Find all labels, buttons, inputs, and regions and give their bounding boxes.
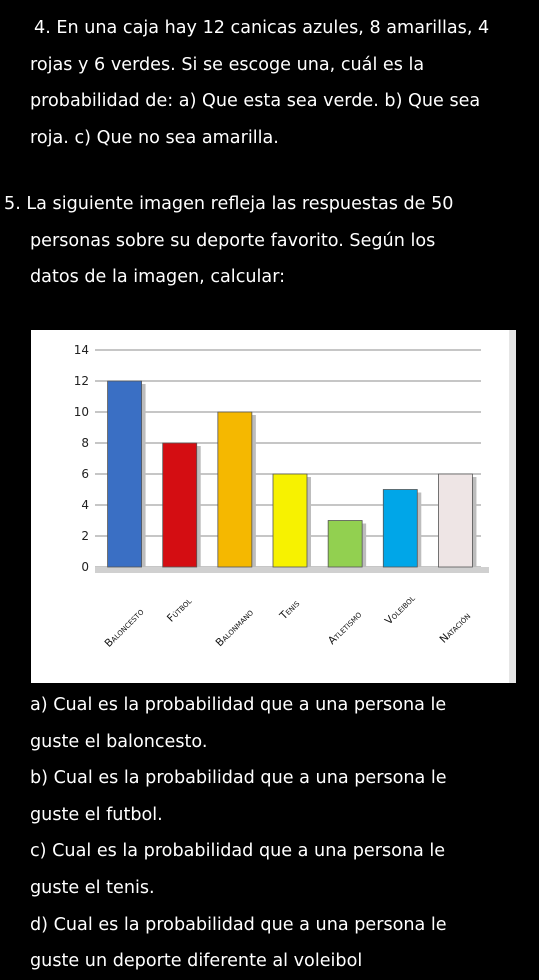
x-tick-label: Balonmano [214, 606, 257, 649]
problem-4-line: rojas y 6 verdes. Si se escoge una, cuál… [30, 54, 425, 75]
question-c-line: guste el tenis. [30, 877, 155, 898]
question-b-line: b) Cual es la probabilidad que a una per… [30, 768, 447, 789]
bar-chart-svg: 0 2 4 6 8 10 12 14 Baloncesto Fútbol Balonmano Ten… [74, 330, 516, 683]
question-a-line: a) Cual es la probabilidad que a una per… [30, 695, 447, 715]
y-tick-label: 0 [81, 560, 89, 574]
y-tick-label: 6 [81, 467, 89, 481]
y-tick-label: 10 [74, 405, 89, 419]
chart-frame-edge [509, 330, 516, 683]
y-tick-label: 12 [74, 374, 89, 388]
problem-4-line: probabilidad de: a) Que esta sea verde. … [30, 91, 481, 112]
bar-baloncesto [107, 380, 142, 568]
questions-text: a) Cual es la probabilidad que a una per… [0, 687, 539, 980]
bar-fútbol [162, 442, 198, 568]
problem-4-line: roja. c) Que no sea amarilla. [30, 127, 279, 148]
problem-4-line: 4. En una caja hay 12 canicas azules, 8 … [34, 18, 490, 38]
bar-side [196, 446, 201, 567]
problem-5-line: datos de la imagen, calcular: [30, 267, 286, 288]
x-tick-label: Baloncesto [103, 606, 147, 650]
chart-floor [95, 567, 489, 573]
problem-5-line: personas sobre su deporte favorito. Segú… [30, 230, 436, 251]
x-tick-label: Voleibol [383, 592, 418, 627]
bar-side [307, 477, 311, 567]
bar-balonmano [217, 411, 253, 568]
bar-side [141, 384, 146, 567]
y-tick-label: 8 [81, 436, 89, 450]
problem-5-line: 5. La siguiente imagen refleja las respu… [4, 194, 454, 214]
y-tick-label: 4 [81, 498, 89, 512]
problem-5-text: 5. La siguiente imagen refleja las respu… [0, 186, 539, 296]
question-b-line: guste el futbol. [30, 804, 163, 825]
bar-atletismo [327, 520, 363, 568]
x-tick-label: Fútbol [165, 595, 194, 624]
x-tick-label: Atletismo [326, 608, 365, 647]
bar-side [362, 523, 367, 567]
question-c-line: c) Cual es la probabilidad que a una per… [30, 841, 446, 862]
bar-natación [438, 473, 473, 568]
bar-side [251, 415, 256, 567]
x-tick-label: Natación [438, 610, 473, 645]
question-a-line: guste el baloncesto. [30, 731, 208, 752]
bar-tenis [272, 473, 308, 568]
problem-4-text: 4. En una caja hay 12 canicas azules, 8 … [0, 10, 539, 156]
y-tick-label: 14 [74, 343, 89, 357]
question-d-line: guste un deporte diferente al voleibol [30, 951, 363, 972]
bar-side [472, 477, 477, 567]
y-tick-label: 2 [81, 529, 89, 543]
bar-chart: 0 2 4 6 8 10 12 14 Baloncesto Fútbol Balonmano Ten… [31, 330, 516, 683]
bar-voleibol [382, 489, 418, 568]
question-d-line: d) Cual es la probabilidad que a una per… [30, 914, 447, 935]
bar-side [417, 492, 422, 567]
x-tick-label: Tenis [277, 597, 303, 623]
